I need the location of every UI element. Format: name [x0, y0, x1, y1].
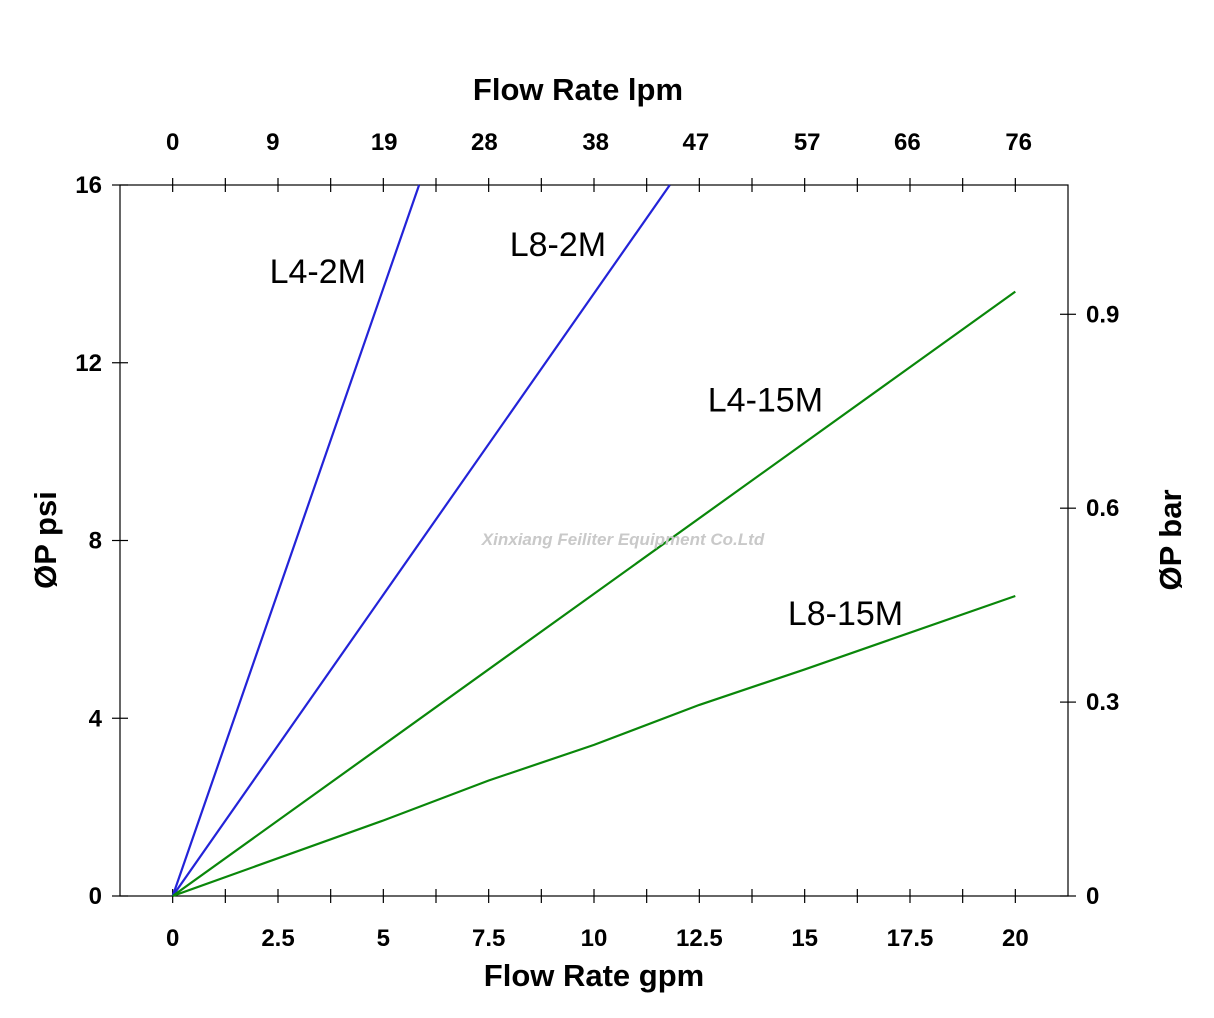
- x-tick-label: 10: [581, 925, 608, 952]
- x-tick-label: 2.5: [261, 925, 294, 952]
- x-tick-label: 20: [1002, 925, 1029, 952]
- y-tick-label: 16: [75, 172, 102, 199]
- y2-axis-title: ØP bar: [1153, 489, 1188, 590]
- x-tick-label: 12.5: [676, 925, 723, 952]
- x-tick-label: 5: [377, 925, 390, 952]
- series-lines: [171, 184, 1016, 898]
- y2-tick-label: 0.3: [1086, 689, 1119, 716]
- series-line-l4-15m: [172, 290, 1016, 897]
- x-axis-title: Flow Rate gpm: [484, 958, 704, 993]
- x2-tick-label: 47: [683, 129, 710, 156]
- y-tick-labels: 0 4 8 12 16: [75, 172, 102, 910]
- y2-tick-label: 0: [1086, 883, 1099, 910]
- x2-tick-label: 9: [266, 129, 279, 156]
- tick-marks: [112, 178, 1076, 903]
- series-label-l4-15m: L4-15M: [708, 382, 823, 420]
- y2-tick-labels: 0 0.3 0.6 0.9: [1086, 301, 1119, 910]
- x2-tick-label: 0: [166, 129, 179, 156]
- watermark-text: Xinxiang Feiliter Equipment Co.Ltd: [481, 530, 765, 549]
- y2-tick-label: 0.9: [1086, 301, 1119, 328]
- x-tick-label: 7.5: [472, 925, 505, 952]
- series-labels: L4-2M L8-2M L4-15M L8-15M: [270, 226, 904, 633]
- x2-tick-label: 76: [1005, 129, 1032, 156]
- x2-tick-label: 57: [794, 129, 821, 156]
- x2-tick-label: 19: [371, 129, 398, 156]
- x-tick-label: 0: [166, 925, 179, 952]
- x2-tick-label: 66: [894, 129, 921, 156]
- y-axis-title: ØP psi: [28, 491, 63, 589]
- x2-tick-labels: 0 9 19 28 38 47 57 66 76: [166, 129, 1032, 156]
- x2-tick-label: 38: [582, 129, 609, 156]
- y2-tick-label: 0.6: [1086, 495, 1119, 522]
- x2-tick-label: 28: [471, 129, 498, 156]
- x2-axis-title: Flow Rate lpm: [473, 72, 683, 107]
- x-tick-label: 17.5: [887, 925, 934, 952]
- series-label-l4-2m: L4-2M: [270, 253, 366, 291]
- x-tick-labels: 0 2.5 5 7.5 10 12.5 15 17.5 20: [166, 925, 1029, 952]
- series-label-l8-15m: L8-15M: [788, 595, 903, 633]
- y-tick-label: 4: [89, 705, 103, 732]
- series-line-l8-15m: [172, 594, 1016, 898]
- series-label-l8-2m: L8-2M: [510, 226, 606, 264]
- x-tick-label: 15: [791, 925, 818, 952]
- series-line-l4-2m: [171, 184, 421, 897]
- y-tick-label: 12: [75, 350, 102, 377]
- series-line-l8-2m: [171, 184, 671, 897]
- y-tick-label: 0: [89, 883, 102, 910]
- y-tick-label: 8: [89, 528, 102, 555]
